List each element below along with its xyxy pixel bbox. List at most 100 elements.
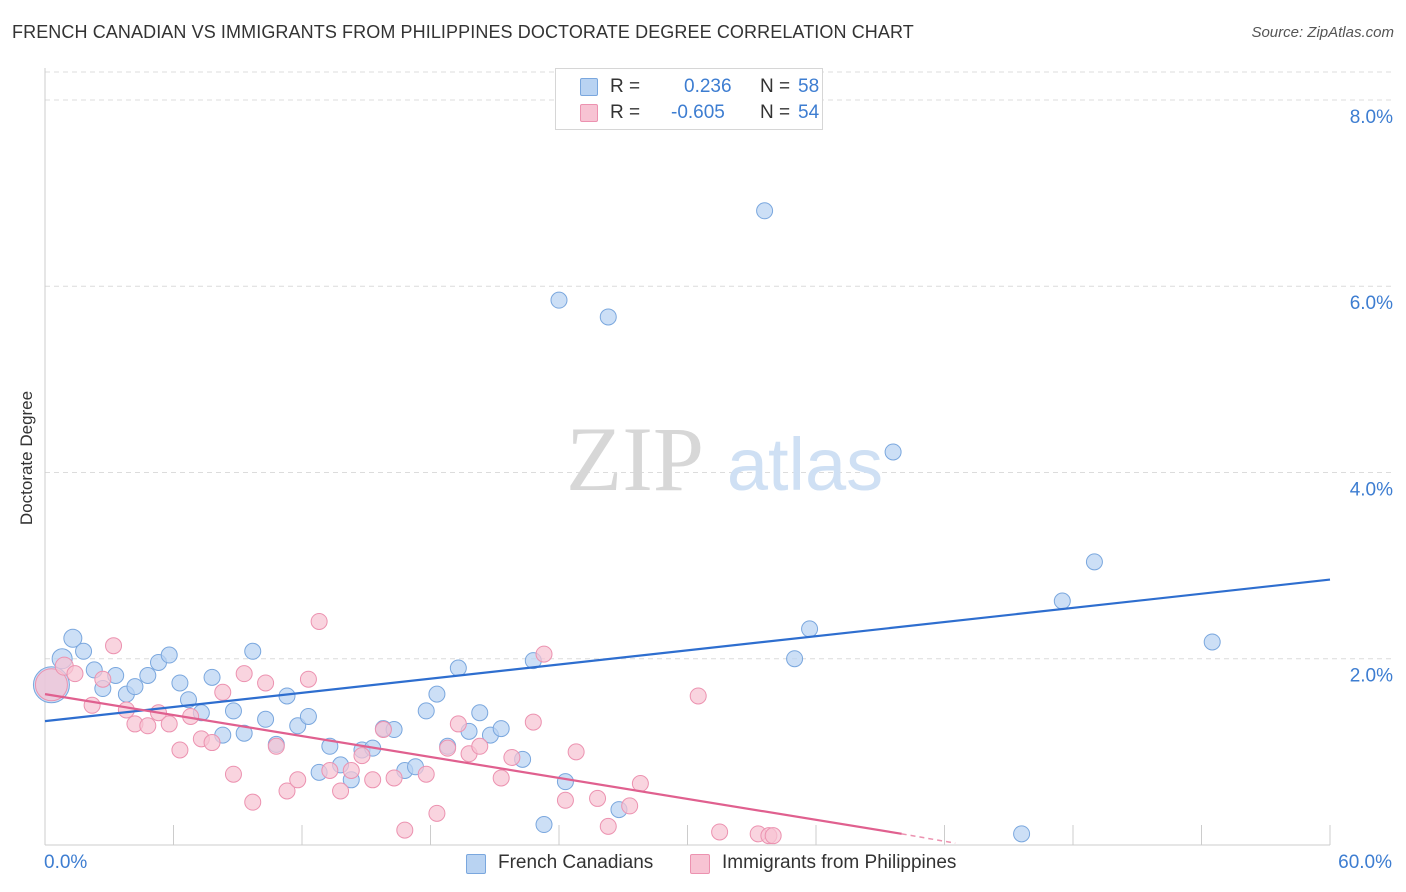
source-credit: Source: ZipAtlas.com <box>1251 24 1394 41</box>
pink-swatch <box>690 854 710 874</box>
philippines-point <box>599 817 617 835</box>
french-canadian-point <box>801 620 819 638</box>
y-tick-label: 8.0% <box>1350 107 1393 128</box>
y-tick-labels: 2.0% 4.0% 6.0% 8.0% <box>1350 107 1393 687</box>
philippines-point <box>374 721 392 739</box>
philippines-point <box>332 782 350 800</box>
legend-label: Immigrants from Philippines <box>722 852 957 873</box>
n-label: N = <box>760 76 791 97</box>
philippines-point <box>689 687 707 705</box>
n-value: 54 <box>798 102 820 123</box>
french-canadian-trend-line <box>44 578 1331 723</box>
philippines-point <box>289 771 307 789</box>
philippines-point <box>567 743 585 761</box>
french-canadian-point <box>75 642 93 660</box>
philippines-point <box>321 761 339 779</box>
philippines-point <box>556 791 574 809</box>
french-canadian-point <box>1085 553 1103 571</box>
chart-title: FRENCH CANADIAN VS IMMIGRANTS FROM PHILI… <box>12 22 914 42</box>
philippines-point <box>139 717 157 735</box>
philippines-point <box>257 674 275 692</box>
french-canadian-point <box>126 678 144 696</box>
watermark-atlas: atlas <box>727 423 883 506</box>
french-canadian-point <box>1013 825 1031 843</box>
french-canadian-point <box>1203 633 1221 651</box>
philippines-trend-line <box>44 693 902 835</box>
french-canadian-point <box>471 704 489 722</box>
philippines-point <box>396 821 414 839</box>
french-canadian-point <box>428 685 446 703</box>
french-canadian-point <box>244 642 262 660</box>
x-tick-label-max: 60.0% <box>1338 852 1392 873</box>
philippines-point <box>66 665 84 683</box>
french-canadian-point <box>171 674 189 692</box>
philippines-point <box>160 715 178 733</box>
philippines-point <box>385 769 403 787</box>
french-canadian-point <box>786 650 804 668</box>
philippines-point <box>535 645 553 663</box>
y-tick-label: 4.0% <box>1350 479 1393 500</box>
philippines-point <box>267 737 285 755</box>
philippines-point <box>621 797 639 815</box>
philippines-point <box>711 823 729 841</box>
philippines-point <box>117 701 135 719</box>
french-canadian-point <box>556 773 574 791</box>
blue-swatch <box>466 854 486 874</box>
philippines-point <box>105 637 123 655</box>
philippines-point <box>492 769 510 787</box>
french-canadian-point <box>1053 592 1071 610</box>
french-canadian-point <box>160 646 178 664</box>
philippines-point <box>449 715 467 733</box>
series-legend: French Canadians Immigrants from Philipp… <box>0 852 1406 878</box>
french-canadian-point <box>139 666 157 684</box>
philippines-point <box>428 804 446 822</box>
french-canadian-point <box>449 659 467 677</box>
r-value: -0.605 <box>671 102 725 123</box>
philippines-point <box>439 739 457 757</box>
philippines-point <box>299 670 317 688</box>
french-canadian-point <box>299 707 317 725</box>
philippines-point <box>34 668 68 702</box>
philippines-point <box>364 771 382 789</box>
philippines-point <box>278 782 296 800</box>
french-canadian-point <box>63 628 83 648</box>
grid-layer <box>45 71 1392 660</box>
philippines-point <box>171 741 189 759</box>
r-label: R = <box>610 76 641 97</box>
watermark: ZIP atlas <box>566 408 883 510</box>
philippines-point <box>764 827 782 845</box>
r-value: 0.236 <box>684 76 732 97</box>
philippines-point <box>471 737 489 755</box>
french-canadian-point <box>203 668 221 686</box>
philippines-point <box>203 734 221 752</box>
french-canadian-point <box>417 702 435 720</box>
philippines-point <box>353 747 371 765</box>
points-layer <box>32 202 1221 845</box>
french-canadian-point <box>289 717 307 735</box>
watermark-zip: ZIP <box>566 408 704 510</box>
philippines-point <box>589 789 607 807</box>
blue-swatch <box>580 78 598 96</box>
y-tick-label: 6.0% <box>1350 293 1393 314</box>
philippines-trend-extension <box>901 833 956 844</box>
pink-swatch <box>580 104 598 122</box>
philippines-point <box>235 665 253 683</box>
philippines-point <box>214 683 232 701</box>
french-canadian-point <box>224 702 242 720</box>
philippines-point <box>224 765 242 783</box>
y-tick-label: 2.0% <box>1350 666 1393 687</box>
french-canadian-point <box>179 691 197 709</box>
french-canadian-point <box>492 720 510 738</box>
french-canadian-point <box>884 443 902 461</box>
french-canadian-point <box>257 710 275 728</box>
philippines-point <box>83 696 101 714</box>
n-value: 58 <box>798 76 820 97</box>
philippines-point <box>94 670 112 688</box>
french-canadian-point <box>535 816 553 834</box>
n-label: N = <box>760 102 791 123</box>
french-canadian-point <box>599 308 617 326</box>
r-label: R = <box>610 102 641 123</box>
philippines-point <box>503 748 521 766</box>
philippines-point <box>342 761 360 779</box>
